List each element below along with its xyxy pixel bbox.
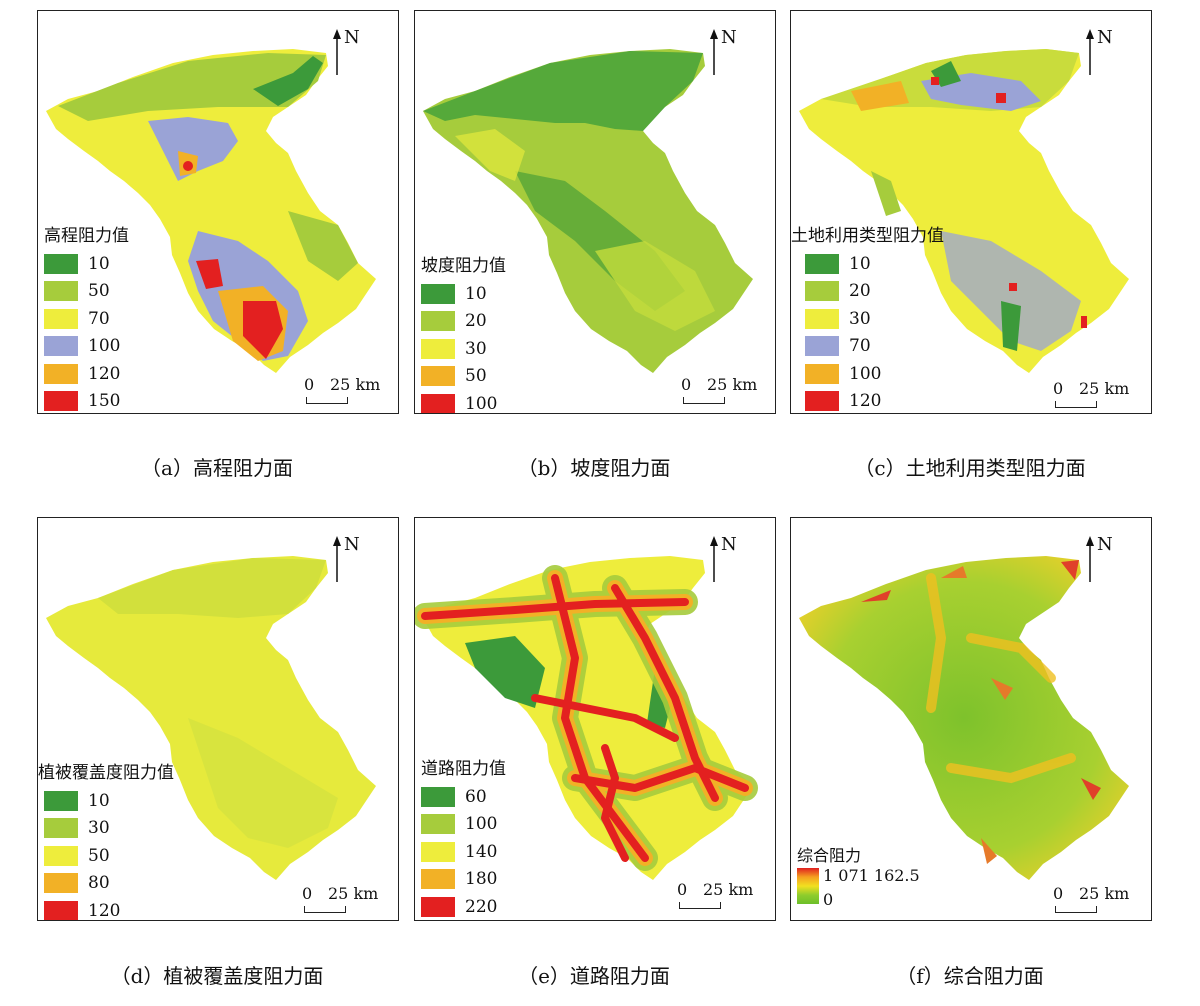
gradient-high-label: 1 071 162.5 bbox=[823, 866, 920, 885]
legend-item: 20 bbox=[791, 278, 944, 306]
scale-bar: 0 25 km bbox=[677, 880, 767, 914]
caption-d: （d）植被覆盖度阻力面 bbox=[110, 964, 324, 988]
caption-a: （a）高程阻力面 bbox=[141, 456, 293, 480]
gradient-bar bbox=[797, 868, 819, 904]
legend-item: 80 bbox=[38, 870, 174, 898]
legend-item: 120 bbox=[44, 360, 129, 388]
panel-composite: N 综合阻力 1 071 162.5 0 0 25 km bbox=[790, 517, 1152, 921]
legend-title: 综合阻力 bbox=[797, 846, 862, 865]
north-label: N bbox=[344, 27, 360, 48]
legend-item: 100 bbox=[791, 360, 944, 388]
legend-item: 30 bbox=[791, 305, 944, 333]
arrow-up-icon bbox=[1086, 536, 1094, 582]
north-label: N bbox=[1097, 27, 1113, 48]
legend: 植被覆盖度阻力值 10 30 50 80 120 bbox=[38, 758, 174, 920]
legend-item: 20 bbox=[421, 308, 506, 336]
legend-item: 100 bbox=[421, 390, 506, 413]
panel-slope: N 坡度阻力值 10 20 30 50 100 0 25 km bbox=[414, 10, 776, 414]
legend-item: 70 bbox=[44, 305, 129, 333]
legend-item: 120 bbox=[38, 897, 174, 920]
gradient-low-label: 0 bbox=[823, 890, 834, 909]
map-vegetation bbox=[46, 556, 376, 880]
north-arrow: N bbox=[1085, 534, 1125, 584]
arrow-up-icon bbox=[333, 29, 341, 75]
legend-title: 植被覆盖度阻力值 bbox=[38, 763, 174, 783]
scale-bar: 0 25 km bbox=[302, 884, 392, 918]
legend-item: 50 bbox=[38, 842, 174, 870]
legend-item: 150 bbox=[44, 388, 129, 414]
scale-bar: 0 25 km bbox=[681, 375, 771, 409]
north-label: N bbox=[721, 27, 737, 48]
legend-item: 120 bbox=[791, 388, 944, 414]
legend: 坡度阻力值 10 20 30 50 100 bbox=[421, 251, 506, 413]
legend: 土地利用类型阻力值 10 20 30 70 100 120 bbox=[791, 221, 944, 414]
legend-item: 30 bbox=[421, 335, 506, 363]
caption-f: （f）综合阻力面 bbox=[896, 964, 1044, 988]
scale-bar: 0 25 km bbox=[1053, 884, 1143, 918]
legend-item: 50 bbox=[44, 278, 129, 306]
arrow-up-icon bbox=[710, 29, 718, 75]
caption-e: （e）道路阻力面 bbox=[518, 964, 670, 988]
arrow-up-icon bbox=[710, 536, 718, 582]
scale-bar: 0 25 km bbox=[304, 375, 394, 409]
legend-item: 50 bbox=[421, 363, 506, 391]
legend: 道路阻力值 60 100 140 180 220 bbox=[421, 754, 506, 920]
legend-item: 70 bbox=[791, 333, 944, 361]
arrow-up-icon bbox=[333, 536, 341, 582]
panel-elevation: N 高程阻力值 10 50 70 100 120 150 0 25 km bbox=[37, 10, 399, 414]
legend-title: 高程阻力值 bbox=[44, 226, 129, 246]
legend-item: 30 bbox=[38, 815, 174, 843]
map-slope bbox=[423, 49, 753, 373]
map-landuse bbox=[799, 49, 1129, 373]
north-arrow: N bbox=[709, 534, 749, 584]
north-label: N bbox=[721, 534, 737, 555]
legend-item: 220 bbox=[421, 893, 506, 920]
legend-title: 道路阻力值 bbox=[421, 759, 506, 779]
panel-road: N 道路阻力值 60 100 140 180 220 0 25 km bbox=[414, 517, 776, 921]
panel-vegetation: N 植被覆盖度阻力值 10 30 50 80 120 0 25 km bbox=[37, 517, 399, 921]
north-arrow: N bbox=[332, 534, 372, 584]
north-label: N bbox=[344, 534, 360, 555]
panel-landuse: N 土地利用类型阻力值 10 20 30 70 100 120 0 25 km bbox=[790, 10, 1152, 414]
north-label: N bbox=[1097, 534, 1113, 555]
map-elevation bbox=[46, 49, 376, 373]
caption-b: （b）坡度阻力面 bbox=[517, 456, 671, 480]
arrow-up-icon bbox=[1086, 29, 1094, 75]
legend-item: 140 bbox=[421, 838, 506, 866]
legend-title: 土地利用类型阻力值 bbox=[791, 226, 944, 246]
legend-item: 10 bbox=[421, 280, 506, 308]
north-arrow: N bbox=[1085, 27, 1125, 77]
legend-item: 100 bbox=[421, 811, 506, 839]
legend-title: 坡度阻力值 bbox=[421, 256, 506, 276]
map-composite bbox=[799, 556, 1129, 880]
legend: 高程阻力值 10 50 70 100 120 150 bbox=[44, 221, 129, 414]
legend-item: 10 bbox=[791, 250, 944, 278]
caption-c: （c）土地利用类型阻力面 bbox=[854, 456, 1086, 480]
gradient-legend: 综合阻力 1 071 162.5 0 bbox=[797, 842, 920, 908]
legend-item: 60 bbox=[421, 783, 506, 811]
legend-item: 10 bbox=[38, 787, 174, 815]
north-arrow: N bbox=[709, 27, 749, 77]
legend-item: 180 bbox=[421, 866, 506, 894]
legend-item: 10 bbox=[44, 250, 129, 278]
scale-bar: 0 25 km bbox=[1053, 379, 1143, 413]
legend-item: 100 bbox=[44, 333, 129, 361]
map-road bbox=[415, 556, 758, 880]
north-arrow: N bbox=[332, 27, 372, 77]
